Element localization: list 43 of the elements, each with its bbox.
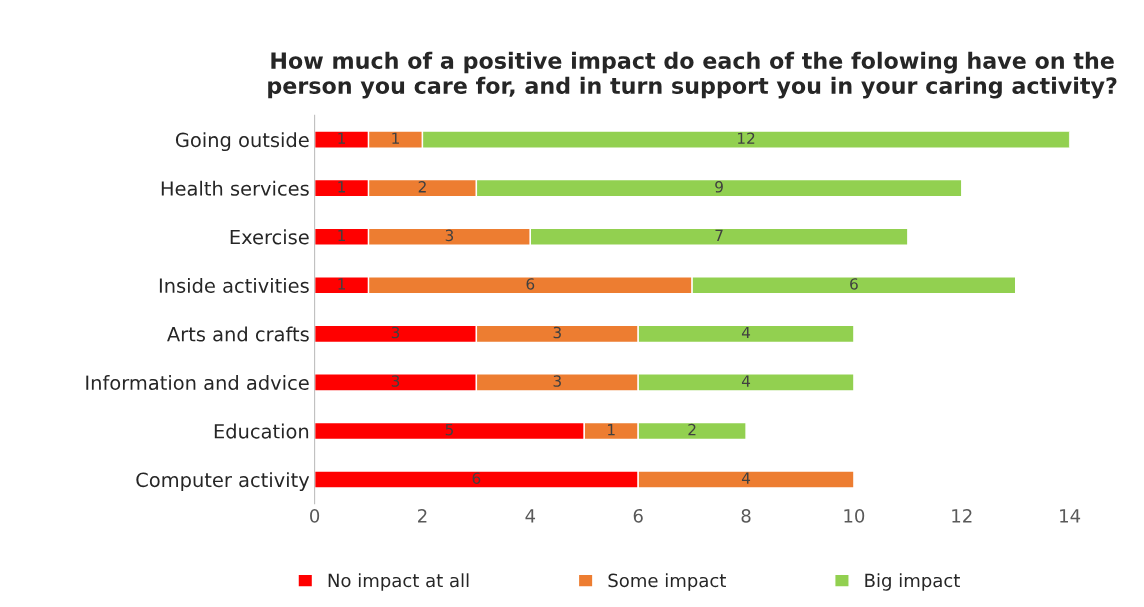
y-tick-label: Information and advice <box>86 375 309 391</box>
x-tick-label: 12 <box>952 508 972 523</box>
data-label: 3 <box>445 229 454 242</box>
data-label: 2 <box>418 181 426 193</box>
data-label: 1 <box>338 278 346 290</box>
legend-label: No impact at all <box>328 573 469 591</box>
data-label: 1 <box>608 424 615 436</box>
chart-title: How much of a positive impact do each of the folowing have on the person you care for, and in turn support you in your caring activity? <box>268 51 1117 99</box>
data-label: 3 <box>391 326 400 339</box>
y-tick-label: Computer activity <box>136 472 310 491</box>
x-tick-label: 8 <box>741 508 751 523</box>
y-tick-label: Inside activities <box>159 277 309 293</box>
legend-label: Some impact <box>608 573 726 591</box>
data-label: 6 <box>472 472 481 484</box>
data-label: 4 <box>741 326 751 339</box>
x-tick-label: 0 <box>310 508 320 523</box>
data-label: 4 <box>741 375 751 387</box>
x-tick-label: 10 <box>844 508 865 523</box>
data-label: 1 <box>338 229 346 241</box>
data-label: 6 <box>850 278 858 290</box>
x-tick-label: 4 <box>525 509 536 523</box>
data-label: 2 <box>688 423 696 436</box>
y-tick-label: Education <box>214 423 309 439</box>
y-tick-label: Health services <box>161 180 309 196</box>
data-label: 9 <box>715 181 723 193</box>
x-tick-label: 2 <box>418 508 427 523</box>
x-tick-label: 6 <box>633 508 643 523</box>
data-label: 7 <box>715 229 723 241</box>
x-tick-label: 14 <box>1060 509 1081 523</box>
data-label: 1 <box>338 132 346 144</box>
data-label: 1 <box>392 132 399 144</box>
data-label: 5 <box>445 424 453 436</box>
data-label: 6 <box>526 278 535 290</box>
data-label: 1 <box>338 181 346 193</box>
data-label: 3 <box>391 375 400 387</box>
y-tick-label: Arts and crafts <box>167 326 309 342</box>
y-tick-label: Exercise <box>230 229 309 245</box>
y-tick-label: Going outside <box>175 132 309 152</box>
data-label: 12 <box>738 132 755 144</box>
data-label: 4 <box>741 472 751 484</box>
legend-label: Big impact <box>865 573 960 591</box>
data-label: 3 <box>553 326 561 339</box>
data-label: 3 <box>553 375 561 387</box>
